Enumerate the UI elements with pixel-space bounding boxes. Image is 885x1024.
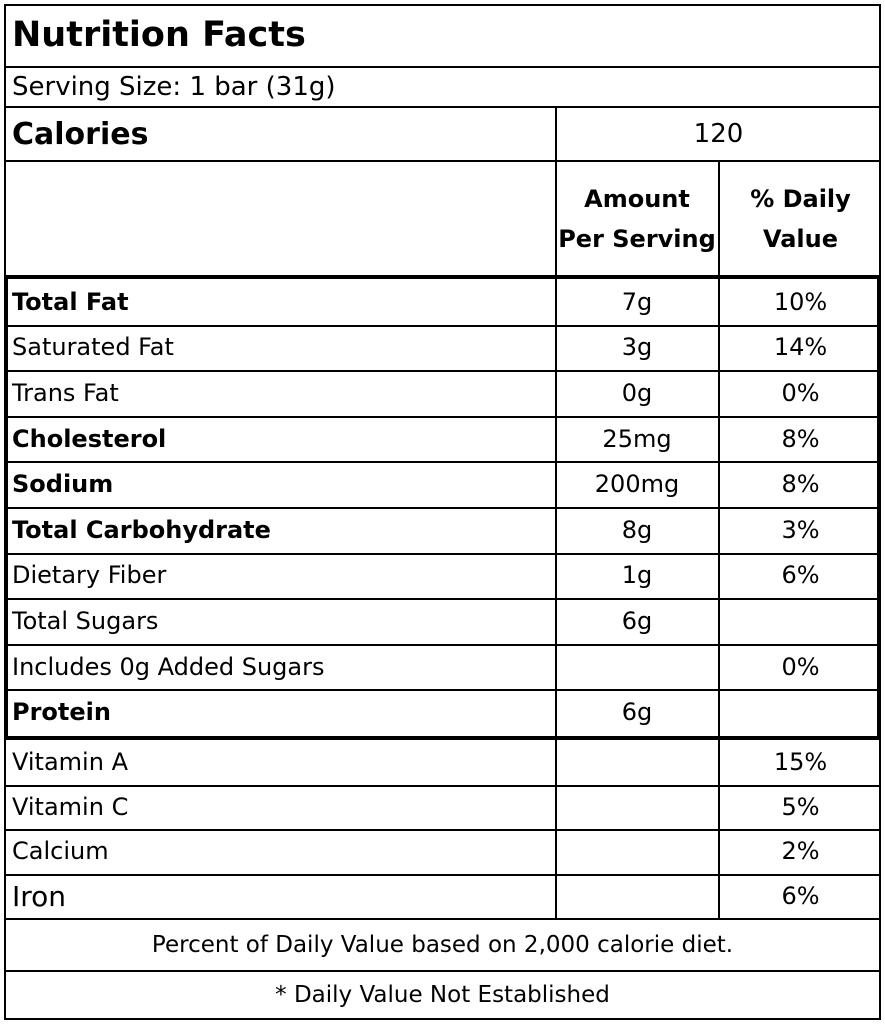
vitamin-daily-value: 5% — [781, 792, 820, 821]
vitamin-name-calcium: Calcium — [12, 837, 109, 866]
divider — [4, 160, 881, 162]
daily-value-header: % Daily Value — [720, 162, 881, 276]
nutrient-amount: 6g — [621, 698, 653, 727]
row-divider — [4, 784, 881, 787]
row-divider — [4, 552, 881, 555]
nutrient-amount — [556, 644, 718, 690]
nutrient-name-trans-fat: Trans Fat — [12, 378, 119, 407]
nutrient-amount: 1g — [621, 561, 653, 590]
amount-header-line1: Amount — [584, 185, 690, 213]
nutrition-facts-label: Nutrition Facts Serving Size: 1 bar (31g… — [4, 4, 881, 1020]
vitamin-name-iron: Iron — [12, 879, 67, 913]
row-divider — [4, 461, 881, 464]
divider — [718, 160, 720, 919]
row-divider — [4, 415, 881, 418]
nutrient-name-dietary-fiber: Dietary Fiber — [12, 561, 167, 590]
daily-value-not-established-note: * Daily Value Not Established — [275, 982, 610, 1008]
nutrient-daily-value: 6% — [781, 561, 820, 590]
nutrient-daily-value: 14% — [773, 333, 828, 362]
row-divider — [4, 598, 881, 601]
row-divider — [4, 324, 881, 327]
nutrient-name-includes-0g-added-sugars: Includes 0g Added Sugars — [12, 652, 325, 681]
daily-value-note: Percent of Daily Value based on 2,000 ca… — [151, 932, 734, 958]
nutrient-daily-value: 8% — [781, 424, 820, 453]
vitamin-name-vitamin-a: Vitamin A — [12, 748, 128, 777]
amount-header-line2: Per Serving — [558, 225, 716, 253]
nutrient-name-total-fat: Total Fat — [12, 287, 129, 316]
nutrient-amount: 8g — [621, 515, 653, 544]
nutrient-daily-value: 0% — [781, 652, 820, 681]
nutrient-amount: 0g — [621, 378, 653, 407]
vitamin-amount — [556, 785, 718, 830]
row-divider — [4, 643, 881, 646]
divider — [4, 918, 881, 920]
vitamin-amount — [556, 740, 718, 785]
serving-size: Serving Size: 1 bar (31g) — [12, 72, 336, 102]
nutrient-amount: 6g — [621, 606, 653, 635]
nutrient-daily-value — [720, 598, 881, 644]
row-divider — [4, 370, 881, 373]
nutrient-daily-value: 3% — [781, 515, 820, 544]
calories-label: Calories — [12, 116, 149, 152]
row-divider — [4, 829, 881, 832]
vitamin-daily-value: 15% — [773, 748, 828, 777]
dv-header-line1: % Daily — [750, 185, 851, 213]
vitamin-amount — [556, 829, 718, 874]
divider — [4, 106, 881, 108]
nutrient-name-total-sugars: Total Sugars — [12, 606, 159, 635]
nutrient-amount: 7g — [621, 287, 653, 316]
vitamin-name-vitamin-c: Vitamin C — [12, 792, 129, 821]
nutrient-daily-value: 10% — [773, 287, 828, 316]
amount-per-serving-header: Amount Per Serving — [556, 162, 718, 276]
divider — [4, 970, 881, 972]
nutrient-amount: 25mg — [602, 424, 672, 453]
vitamin-daily-value: 6% — [781, 882, 820, 911]
nutrient-name-cholesterol: Cholesterol — [12, 424, 167, 453]
row-divider — [4, 507, 881, 509]
nutrient-name-saturated-fat: Saturated Fat — [12, 333, 174, 362]
nutrient-amount: 200mg — [594, 470, 680, 499]
nutrient-daily-value: 0% — [781, 378, 820, 407]
divider — [555, 108, 557, 919]
calories-value: 120 — [693, 119, 744, 149]
nutrient-amount: 3g — [621, 333, 653, 362]
vitamin-amount — [556, 874, 718, 919]
label-title: Nutrition Facts — [12, 15, 306, 55]
nutrient-name-sodium: Sodium — [12, 470, 114, 499]
dv-header-line2: Value — [762, 225, 839, 253]
row-divider — [4, 873, 881, 876]
divider — [4, 66, 881, 68]
row-divider — [4, 689, 881, 692]
nutrient-daily-value: 8% — [781, 470, 820, 499]
nutrient-daily-value — [720, 689, 881, 735]
vitamin-daily-value: 2% — [781, 837, 820, 866]
nutrient-name-total-carbohydrate: Total Carbohydrate — [12, 515, 271, 544]
nutrient-name-protein: Protein — [12, 698, 111, 727]
